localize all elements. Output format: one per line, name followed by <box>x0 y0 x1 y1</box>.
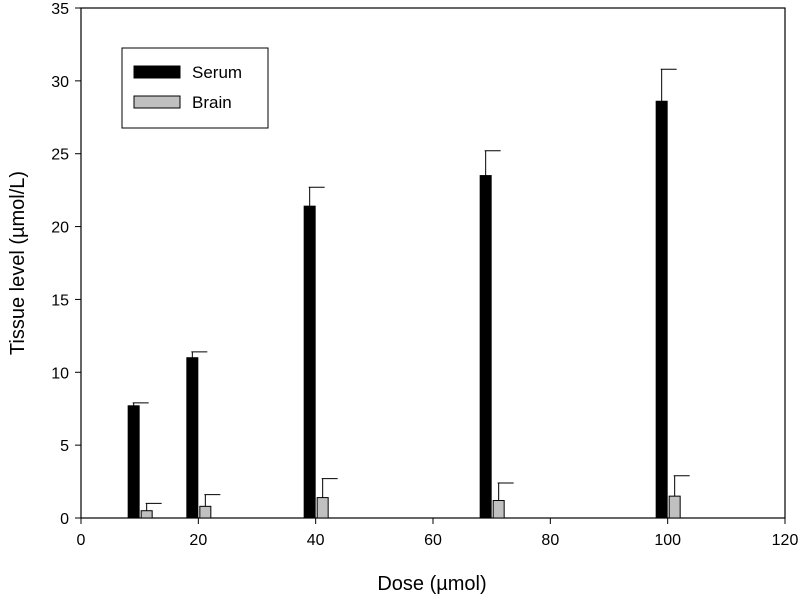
bar-serum <box>655 100 668 519</box>
x-tick-label: 100 <box>654 532 681 549</box>
x-tick-label: 80 <box>541 532 559 549</box>
y-tick-label: 15 <box>51 292 69 309</box>
legend-swatch-serum <box>133 65 181 79</box>
bar-serum <box>303 205 316 519</box>
error-bar-brain <box>497 482 514 501</box>
x-axis: 0 20 40 60 80 100 120 <box>77 518 799 549</box>
error-bar-brain <box>204 494 221 507</box>
bar-brain <box>199 505 212 519</box>
y-tick-label: 30 <box>51 74 69 91</box>
bar-serum <box>479 175 492 519</box>
error-bar-serum <box>660 68 677 102</box>
bar-brain <box>140 510 153 519</box>
bar-serum <box>127 405 140 519</box>
legend-swatch-brain <box>133 95 181 109</box>
y-tick-label: 0 <box>60 511 69 528</box>
error-bar-serum <box>484 150 501 176</box>
bar-brain <box>668 495 681 519</box>
error-bar-serum <box>308 186 325 207</box>
x-tick-label: 120 <box>772 532 799 549</box>
bar-brain <box>492 500 505 519</box>
y-tick-label: 10 <box>51 365 69 382</box>
error-bar-brain <box>321 478 338 498</box>
bar-brain <box>316 497 329 519</box>
error-bar-brain <box>145 502 162 511</box>
x-tick-label: 40 <box>307 532 325 549</box>
x-tick-label: 60 <box>424 532 442 549</box>
error-bar-serum <box>132 402 149 406</box>
y-tick-label: 35 <box>51 1 69 18</box>
legend-box <box>121 47 269 129</box>
error-bar-serum <box>191 351 208 358</box>
bar-serum <box>186 357 199 519</box>
y-axis: 0 5 10 15 20 25 30 35 <box>51 1 81 528</box>
error-bar-brain <box>673 475 690 497</box>
x-tick-label: 20 <box>189 532 207 549</box>
legend-label-serum: Serum <box>192 63 242 82</box>
legend: Serum Brain <box>121 47 269 129</box>
bars <box>127 68 690 519</box>
x-tick-label: 0 <box>77 532 86 549</box>
y-axis-title: Tissue level (µmol/L) <box>7 171 29 355</box>
y-tick-label: 20 <box>51 220 69 237</box>
legend-label-brain: Brain <box>192 93 232 112</box>
y-tick-label: 5 <box>60 438 69 455</box>
y-tick-label: 25 <box>51 147 69 164</box>
x-axis-title: Dose (µmol) <box>377 573 486 595</box>
